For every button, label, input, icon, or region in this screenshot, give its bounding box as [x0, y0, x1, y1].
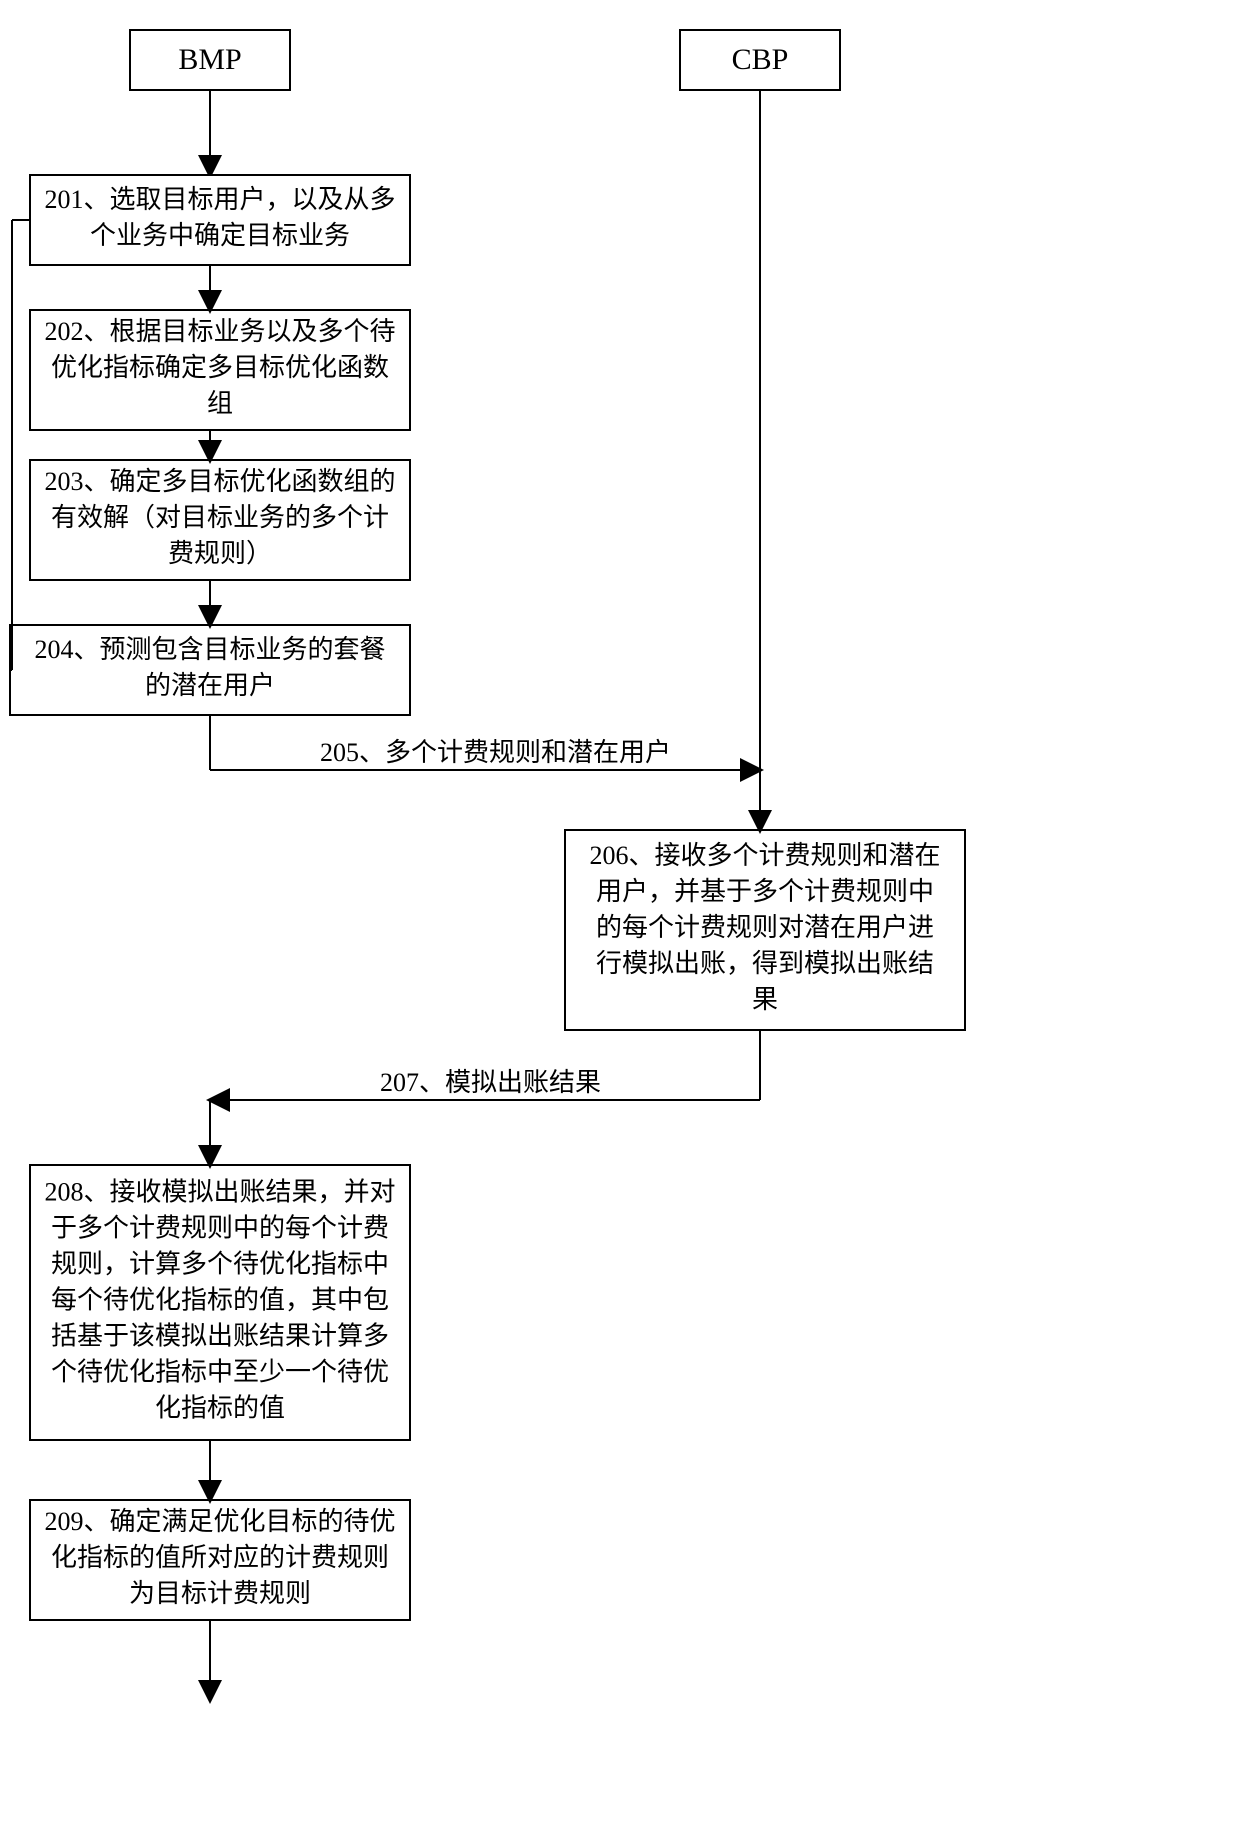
lane-header-bmp: BMP	[178, 43, 241, 76]
node-text: 每个待优化指标的值，其中包	[51, 1285, 389, 1314]
node-text: 化指标的值	[155, 1393, 285, 1422]
node-text: 果	[752, 985, 778, 1014]
flowchart-canvas: BMP CBP 201、选取目标用户，以及从多个业务中确定目标业务 202、根据目标业…	[0, 0, 1240, 1840]
message-207: 207、模拟出账结果	[380, 1068, 601, 1097]
node-text: 于多个计费规则中的每个计费	[51, 1213, 389, 1242]
node-text: 费规则）	[168, 539, 272, 568]
node-text: 201、选取目标用户，以及从多	[44, 185, 395, 214]
node-text: 规则，计算多个待优化指标中	[51, 1249, 389, 1278]
node-text: 204、预测包含目标业务的套餐	[34, 635, 385, 664]
lane-header-cbp: CBP	[732, 43, 789, 76]
node-text: 206、接收多个计费规则和潜在	[589, 841, 940, 870]
node-text: 203、确定多目标优化函数组的	[44, 467, 395, 496]
node-text: 有效解（对目标业务的多个计	[51, 503, 389, 532]
node-text: 组	[207, 389, 233, 418]
node-text: 的每个计费规则对潜在用户进	[596, 913, 934, 942]
node-text: 个业务中确定目标业务	[90, 221, 350, 250]
node-text: 用户，并基于多个计费规则中	[596, 877, 934, 906]
node-text: 的潜在用户	[145, 671, 275, 700]
node-text: 行模拟出账，得到模拟出账结	[596, 949, 934, 978]
node-text: 括基于该模拟出账结果计算多	[51, 1321, 389, 1350]
node-text: 个待优化指标中至少一个待优	[51, 1357, 389, 1386]
node-text: 为目标计费规则	[129, 1579, 311, 1608]
node-text: 208、接收模拟出账结果，并对	[44, 1177, 395, 1206]
node-text: 化指标的值所对应的计费规则	[51, 1543, 389, 1572]
message-205: 205、多个计费规则和潜在用户	[320, 738, 671, 767]
node-text: 209、确定满足优化目标的待优	[44, 1507, 395, 1536]
node-text: 202、根据目标业务以及多个待	[44, 317, 395, 346]
node-text: 优化指标确定多目标优化函数	[51, 353, 389, 382]
